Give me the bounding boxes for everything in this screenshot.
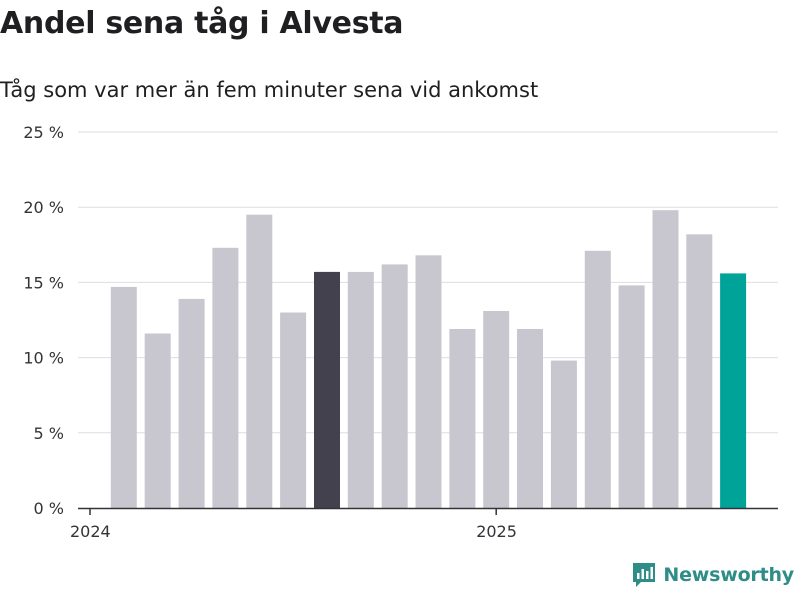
bar-2024-07 bbox=[314, 271, 340, 508]
newsworthy-logo-icon bbox=[633, 563, 656, 587]
bar-2024-06 bbox=[280, 312, 307, 508]
bar-2025-01 bbox=[517, 329, 543, 508]
bar-chart: 0 % 5 % 10 % 15 % 20 % 25 % 2024 2025 bbox=[23, 123, 778, 541]
bar-2025-03 bbox=[584, 250, 611, 509]
chart-subtitle: Tåg som var mer än fem minuter sena vid … bbox=[0, 78, 539, 102]
bar-2025-04 bbox=[618, 285, 645, 508]
bar-2024-02 bbox=[144, 333, 171, 508]
bar-2025-06 bbox=[686, 234, 713, 509]
y-tick-label: 5 % bbox=[34, 424, 64, 443]
x-tick-label: 2025 bbox=[476, 522, 517, 541]
bar-2025-05 bbox=[652, 210, 679, 508]
bar-2025-02 bbox=[550, 360, 577, 508]
bar-2024-03 bbox=[178, 298, 205, 508]
bar-2025-07 bbox=[720, 273, 747, 508]
bar-2024-12 bbox=[483, 311, 510, 508]
bar-2024-11 bbox=[449, 329, 476, 508]
y-tick-label: 20 % bbox=[23, 198, 64, 217]
y-axis-labels: 0 % 5 % 10 % 15 % 20 % 25 % bbox=[23, 123, 64, 518]
bar-2024-04 bbox=[212, 247, 239, 509]
bar-2024-01 bbox=[110, 286, 137, 508]
bars bbox=[110, 210, 747, 509]
y-tick-label: 15 % bbox=[23, 273, 64, 292]
newsworthy-logo: Newsworthy bbox=[632, 562, 794, 588]
x-tick-label: 2024 bbox=[70, 522, 111, 541]
y-tick-label: 25 % bbox=[23, 123, 64, 142]
logo-text: Newsworthy bbox=[663, 564, 794, 586]
x-axis: 2024 2025 bbox=[70, 507, 778, 541]
bar-2024-10 bbox=[415, 255, 442, 508]
chart-title: Andel sena tåg i Alvesta bbox=[0, 6, 404, 41]
bar-2024-08 bbox=[347, 271, 374, 508]
y-tick-label: 10 % bbox=[23, 349, 64, 368]
bar-2024-09 bbox=[381, 264, 408, 508]
bar-2024-05 bbox=[246, 214, 273, 508]
y-tick-label: 0 % bbox=[34, 499, 64, 518]
